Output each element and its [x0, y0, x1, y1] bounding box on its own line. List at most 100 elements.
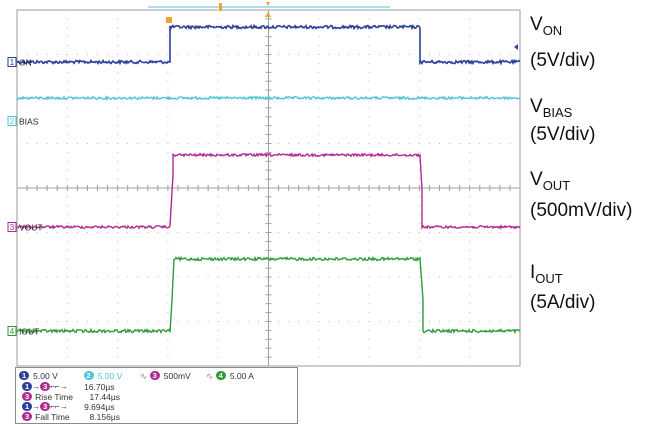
- grid-dot: [107, 321, 109, 322]
- ch4-badge[interactable]: 4: [215, 371, 226, 381]
- grid-dot: [278, 143, 280, 144]
- grid-dot: [348, 98, 350, 100]
- grid-dot: [318, 240, 320, 242]
- trigger-level-marker: [265, 12, 271, 17]
- grid-dot: [418, 356, 420, 358]
- grid-dot: [318, 205, 320, 207]
- grid-dot: [137, 54, 139, 55]
- grid-dot: [378, 321, 380, 322]
- grid-dot: [469, 18, 471, 20]
- grid-dot: [117, 89, 119, 91]
- grid-dot: [227, 232, 229, 233]
- ch1-badge[interactable]: 1: [19, 371, 30, 381]
- grid-dot: [489, 54, 491, 55]
- grid-dot: [368, 71, 370, 73]
- meas-channel-badge: 3: [22, 412, 33, 422]
- grid-dot: [368, 294, 370, 296]
- grid-dot: [469, 321, 471, 322]
- iout-scale-label: (5A/div): [530, 292, 596, 313]
- grid-dot: [469, 267, 471, 269]
- cursor-marker-a: [219, 3, 222, 11]
- grid-dot: [368, 267, 370, 269]
- grid-dot: [469, 80, 471, 82]
- ch3-badge[interactable]: 3: [149, 371, 160, 381]
- grid-dot: [278, 321, 280, 322]
- grid-dot: [217, 365, 219, 367]
- grid-dot: [318, 36, 320, 38]
- grid-dot: [418, 232, 420, 233]
- grid-dot: [167, 214, 169, 216]
- grid-dot: [217, 116, 219, 118]
- scope-traces: [16, 23, 521, 335]
- grid-dot: [117, 54, 119, 55]
- grid-dot: [217, 36, 219, 38]
- grid-dot: [86, 321, 88, 322]
- grid-dot: [469, 196, 471, 198]
- grid-dot: [46, 54, 48, 55]
- grid-dot: [368, 18, 370, 20]
- grid-dot: [117, 258, 119, 260]
- ch2-badge[interactable]: 2: [83, 371, 94, 381]
- grid-dot: [117, 196, 119, 198]
- grid-dot: [247, 143, 249, 144]
- channel-settings-row: 1 5.00 V 2 5.00 V ∿ 3 500mV ∿ 4 5.00 A: [19, 370, 254, 381]
- scope-graticule: [16, 9, 521, 367]
- grid-dot: [117, 80, 119, 82]
- grid-dot: [127, 276, 129, 278]
- grid-dot: [66, 9, 68, 11]
- grid-dot: [147, 98, 149, 100]
- grid-dot: [338, 143, 340, 144]
- grid-dot: [167, 285, 169, 287]
- grid-dot: [76, 232, 78, 233]
- grid-dot: [217, 285, 219, 287]
- grid-dot: [167, 267, 169, 269]
- grid-dot: [217, 54, 219, 55]
- grid-dot: [298, 276, 300, 278]
- grid-dot: [388, 321, 390, 322]
- grid-dot: [167, 321, 169, 322]
- grid-dot: [418, 143, 420, 144]
- grid-dot: [449, 321, 451, 322]
- meas-source-badge: 1: [22, 382, 33, 392]
- grid-dot: [338, 321, 340, 322]
- grid-dot: [247, 54, 249, 55]
- grid-dot: [147, 232, 149, 233]
- grid-dot: [217, 303, 219, 305]
- grid-dot: [318, 178, 320, 180]
- grid-dot: [278, 54, 280, 55]
- grid-dot: [469, 54, 471, 55]
- grid-dot: [66, 36, 68, 38]
- grid-dot: [66, 116, 68, 118]
- grid-dot: [117, 62, 119, 64]
- grid-dot: [469, 71, 471, 73]
- grid-dot: [469, 116, 471, 118]
- grid-dot: [257, 321, 259, 322]
- grid-dot: [167, 196, 169, 198]
- grid-dot: [318, 54, 320, 55]
- grid-dot: [217, 205, 219, 207]
- grid-dot: [318, 232, 320, 233]
- grid-dot: [418, 303, 420, 305]
- grid-dot: [288, 321, 290, 322]
- grid-dot: [318, 321, 320, 322]
- grid-dot: [358, 321, 360, 322]
- grid-dot: [66, 267, 68, 269]
- grid-dot: [207, 54, 209, 55]
- grid-dot: [469, 27, 471, 29]
- vbias-trace: [16, 95, 521, 101]
- grid-dot: [147, 276, 149, 278]
- grid-dot: [348, 321, 350, 322]
- grid-dot: [418, 18, 420, 20]
- grid-dot: [177, 98, 179, 100]
- grid-dot: [217, 276, 219, 278]
- grid-dot: [338, 232, 340, 233]
- grid-dot: [459, 98, 461, 100]
- grid-dot: [298, 143, 300, 144]
- grid-dot: [66, 258, 68, 260]
- grid-dot: [117, 125, 119, 127]
- grid-dot: [428, 143, 430, 144]
- grid-dot: [308, 232, 310, 233]
- channel-marker-box: [7, 222, 17, 232]
- grid-dot: [76, 98, 78, 100]
- grid-dot: [117, 223, 119, 225]
